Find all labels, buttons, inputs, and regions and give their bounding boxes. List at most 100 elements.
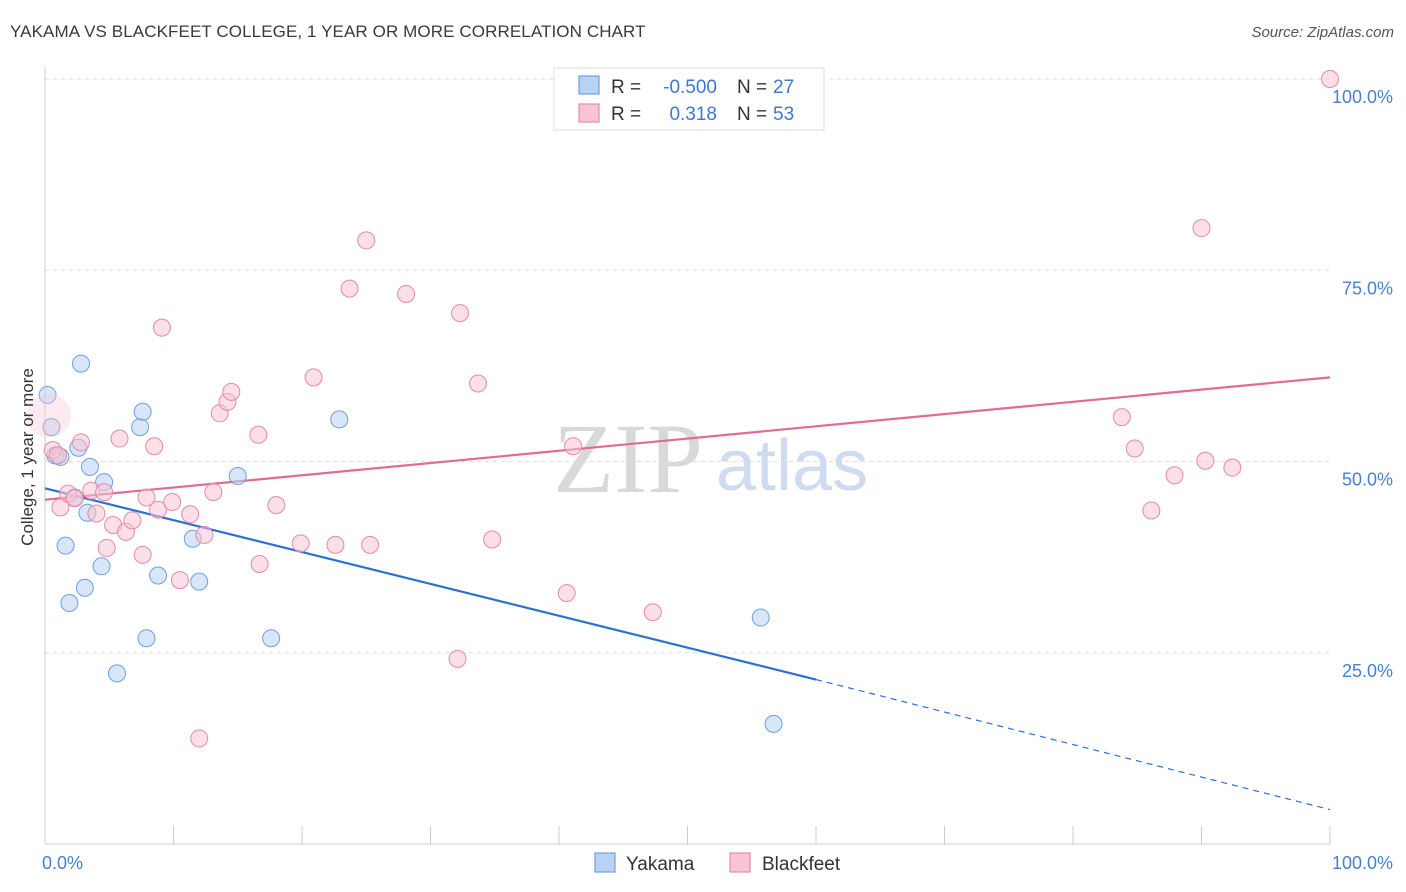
blackfeet-point-24 <box>195 525 214 544</box>
blackfeet-point-40 <box>451 304 470 323</box>
blackfeet-point-9 <box>95 483 114 502</box>
legend-yakama-r-value: -0.500 <box>663 77 717 98</box>
blackfeet-point-44 <box>564 437 583 456</box>
points-layer <box>26 70 1339 748</box>
yakama-point-17 <box>137 629 156 648</box>
yakama-point-11 <box>80 457 99 476</box>
blackfeet-point-39 <box>448 649 467 668</box>
blackfeet-point-46 <box>1112 408 1131 427</box>
blackfeet-point-47 <box>1125 439 1144 458</box>
yakama-point-1 <box>42 418 61 437</box>
blackfeet-point-38 <box>397 284 416 303</box>
legend-blackfeet-n-value: 53 <box>773 104 794 125</box>
blackfeet-point-8 <box>87 504 106 523</box>
tick-label-layer: 25.0% 50.0% 75.0% 100.0% 0.0% 100.0% <box>42 87 1393 873</box>
bottom-legend-label-blackfeet: Blackfeet <box>762 854 841 875</box>
yakama-point-15 <box>131 418 150 437</box>
blackfeet-point-32 <box>291 534 310 553</box>
blackfeet-point-37 <box>361 535 380 554</box>
blackfeet-point-48 <box>1142 501 1161 520</box>
y-tick-label-2: 75.0% <box>1342 278 1393 298</box>
yakama-point-4 <box>56 536 75 555</box>
legend-swatch-blackfeet <box>578 103 600 123</box>
yakama-point-20 <box>190 572 209 591</box>
yakama-point-18 <box>149 566 168 585</box>
bottom-legend: Yakama Blackfeet <box>594 852 841 875</box>
blackfeet-point-17 <box>145 437 164 456</box>
legend-swatch-yakama <box>578 75 600 95</box>
y-tick-label-0: 25.0% <box>1342 661 1393 681</box>
yakama-point-23 <box>330 410 349 429</box>
yakama-point-21 <box>228 467 247 486</box>
yakama-trend-extension <box>815 678 1331 811</box>
blackfeet-point-50 <box>1196 451 1215 470</box>
bottom-legend-swatch-yakama <box>594 852 616 873</box>
watermark-atlas: atlas <box>716 426 868 506</box>
yakama-point-0 <box>38 385 57 404</box>
blackfeet-point-31 <box>267 496 286 515</box>
blackfeet-point-29 <box>249 425 268 444</box>
blackfeet-point-19 <box>152 318 171 337</box>
y-tick-label-1: 50.0% <box>1342 470 1393 490</box>
grid-layer <box>45 78 1330 654</box>
yakama-point-24 <box>751 608 770 627</box>
watermark-zip: ZIP <box>553 403 703 514</box>
blackfeet-point-23 <box>190 729 209 748</box>
yakama-point-16 <box>133 402 152 421</box>
x-tick-label-0: 0.0% <box>42 853 83 873</box>
blackfeet-point-28 <box>222 382 241 401</box>
blackfeet-point-45 <box>643 603 662 622</box>
blackfeet-point-15 <box>133 545 152 564</box>
yakama-point-5 <box>60 594 79 613</box>
axis-layer <box>44 67 1331 845</box>
blackfeet-point-34 <box>326 535 345 554</box>
yakama-point-14 <box>107 664 126 683</box>
blackfeet-point-0 <box>26 393 71 438</box>
bottom-legend-label-yakama: Yakama <box>626 854 695 875</box>
y-tick-label-3: 100.0% <box>1332 87 1393 107</box>
blackfeet-point-3 <box>51 498 70 517</box>
legend-blackfeet-n-label: N = <box>737 104 767 125</box>
chart-title: YAKAMA VS BLACKFEET COLLEGE, 1 YEAR OR M… <box>10 22 646 41</box>
yakama-point-12 <box>92 557 111 576</box>
blackfeet-point-51 <box>1223 458 1242 477</box>
blackfeet-point-6 <box>71 433 90 452</box>
legend-yakama-n-value: 27 <box>773 77 794 98</box>
blackfeet-point-49 <box>1165 466 1184 485</box>
blackfeet-point-41 <box>469 374 488 393</box>
legend-yakama-r-label: R = <box>611 77 641 98</box>
blackfeet-point-16 <box>137 488 156 507</box>
blackfeet-point-30 <box>250 555 269 574</box>
blackfeet-point-10 <box>97 538 116 557</box>
blackfeet-point-12 <box>110 429 129 448</box>
blackfeet-point-21 <box>170 571 189 590</box>
blackfeet-trend-line <box>44 376 1331 501</box>
blackfeet-point-33 <box>304 368 323 387</box>
yakama-trend-line <box>44 487 817 681</box>
legend-blackfeet-r-value: 0.318 <box>669 104 717 125</box>
yakama-point-22 <box>262 629 281 648</box>
blackfeet-point-5 <box>65 489 84 508</box>
yakama-point-8 <box>71 354 90 373</box>
blackfeet-point-42 <box>483 530 502 549</box>
blackfeet-point-18 <box>149 500 168 519</box>
blackfeet-point-14 <box>123 511 142 530</box>
bottom-legend-swatch-blackfeet <box>729 852 751 873</box>
blackfeet-point-53 <box>1192 219 1211 238</box>
y-axis-title: College, 1 year or more <box>18 368 37 546</box>
yakama-point-9 <box>75 578 94 597</box>
yakama-point-25 <box>764 714 783 733</box>
trend-layer <box>44 376 1331 811</box>
blackfeet-point-35 <box>340 279 359 298</box>
blackfeet-point-43 <box>557 584 576 603</box>
watermark: ZIP atlas <box>553 403 868 514</box>
blackfeet-point-22 <box>181 505 200 524</box>
blackfeet-point-25 <box>204 483 223 502</box>
blackfeet-point-52 <box>1321 70 1339 88</box>
blackfeet-point-20 <box>163 493 182 512</box>
legend-yakama-n-label: N = <box>737 77 767 98</box>
chart-source: Source: ZipAtlas.com <box>1251 24 1394 41</box>
legend-blackfeet-r-label: R = <box>611 104 641 125</box>
top-legend: R = -0.500 N = 27 R = 0.318 N = 53 <box>553 67 825 131</box>
